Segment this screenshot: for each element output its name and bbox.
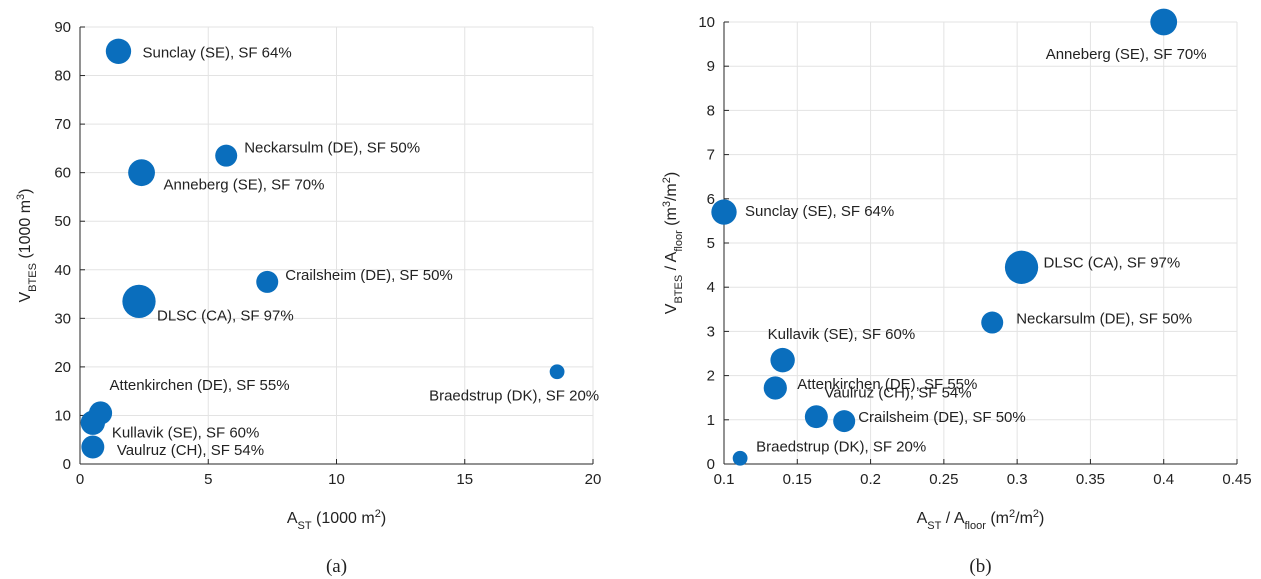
x-tick-label: 0.3: [1007, 471, 1028, 488]
x-tick-label: 0.15: [783, 471, 812, 488]
data-point: [733, 451, 748, 466]
y-tick-label: 40: [54, 262, 71, 279]
y-tick-label: 7: [707, 147, 715, 164]
y-tick-label: 5: [707, 235, 715, 252]
y-tick-label: 60: [54, 165, 71, 182]
point-label: Crailsheim (DE), SF 50%: [858, 409, 1026, 426]
x-tick-label: 0: [76, 471, 84, 488]
point-label: Neckarsulm (DE), SF 50%: [1016, 311, 1192, 328]
point-label: Kullavik (SE), SF 60%: [112, 425, 260, 442]
x-tick-label: 20: [585, 471, 602, 488]
point-label: Sunclay (SE), SF 64%: [142, 44, 291, 61]
point-label: Anneberg (SE), SF 70%: [164, 177, 325, 194]
point-label: Sunclay (SE), SF 64%: [745, 203, 894, 220]
point-label: DLSC (CA), SF 97%: [157, 307, 294, 324]
data-point: [122, 285, 155, 318]
y-tick-label: 3: [707, 323, 715, 340]
x-tick-label: 0.35: [1076, 471, 1105, 488]
chart-panel-a: 0 5 10 15 20 0 10 20 30 40 50 60 70 80 90 AST (1000 m2)…: [15, 19, 601, 577]
x-tick-label: 0.4: [1153, 471, 1174, 488]
x-tick-label: 10: [328, 471, 345, 488]
data-point: [215, 145, 237, 167]
panel-label: (a): [326, 556, 347, 577]
data-point: [81, 411, 105, 435]
data-point: [764, 376, 787, 399]
x-axis-label: AST (1000 m2): [287, 508, 386, 532]
point-label: Neckarsulm (DE), SF 50%: [244, 140, 420, 157]
x-axis-label: AST / Afloor (m2/m2): [917, 508, 1045, 532]
panel-label: (b): [969, 556, 991, 577]
data-point: [106, 39, 131, 64]
data-point: [981, 312, 1003, 334]
x-tick-label: 0.1: [714, 471, 735, 488]
y-tick-label: 4: [707, 279, 715, 296]
y-tick-label: 10: [698, 14, 715, 31]
point-label: Crailsheim (DE), SF 50%: [285, 267, 453, 284]
point-label: Braedstrup (DK), SF 20%: [429, 388, 599, 405]
data-point: [1150, 9, 1177, 36]
data-point: [770, 348, 794, 372]
y-tick-label: 0: [707, 456, 715, 473]
x-tick-label: 5: [204, 471, 212, 488]
point-label: DLSC (CA), SF 97%: [1044, 254, 1181, 271]
data-point: [833, 410, 855, 432]
x-tick-label: 15: [456, 471, 473, 488]
y-tick-label: 90: [54, 19, 71, 36]
data-point: [81, 436, 104, 459]
y-tick-label: 9: [707, 58, 715, 75]
point-label: Anneberg (SE), SF 70%: [1046, 46, 1207, 63]
chart-panel-b: 0.1 0.15 0.2 0.25 0.3 0.35 0.4 0.45012345678910…: [661, 9, 1252, 577]
data-point: [550, 364, 565, 379]
y-tick-label: 20: [54, 359, 71, 376]
y-tick-label: 2: [707, 368, 715, 385]
point-label: Vaulruz (CH), SF 54%: [824, 385, 971, 402]
y-tick-label: 50: [54, 213, 71, 230]
y-tick-label: 80: [54, 68, 71, 85]
y-tick-label: 1: [707, 412, 715, 429]
y-axis-label: VBTES (1000 m3): [15, 189, 39, 303]
point-label: Vaulruz (CH), SF 54%: [117, 442, 264, 459]
data-point: [128, 159, 155, 186]
point-label: Attenkirchen (DE), SF 55%: [110, 377, 290, 394]
y-tick-label: 70: [54, 116, 71, 133]
x-tick-label: 0.45: [1222, 471, 1251, 488]
data-point: [1005, 251, 1038, 284]
point-label: Braedstrup (DK), SF 20%: [756, 438, 926, 455]
y-tick-label: 30: [54, 310, 71, 327]
y-tick-label: 0: [63, 456, 71, 473]
y-axis-label: VBTES / Afloor (m3/m2): [661, 172, 685, 314]
data-point: [256, 271, 278, 293]
point-label: Kullavik (SE), SF 60%: [768, 326, 916, 343]
x-tick-label: 0.25: [929, 471, 958, 488]
data-point: [805, 405, 828, 428]
x-tick-label: 0.2: [860, 471, 881, 488]
y-tick-label: 8: [707, 102, 715, 119]
y-tick-label: 10: [54, 407, 71, 424]
data-point: [711, 199, 736, 224]
